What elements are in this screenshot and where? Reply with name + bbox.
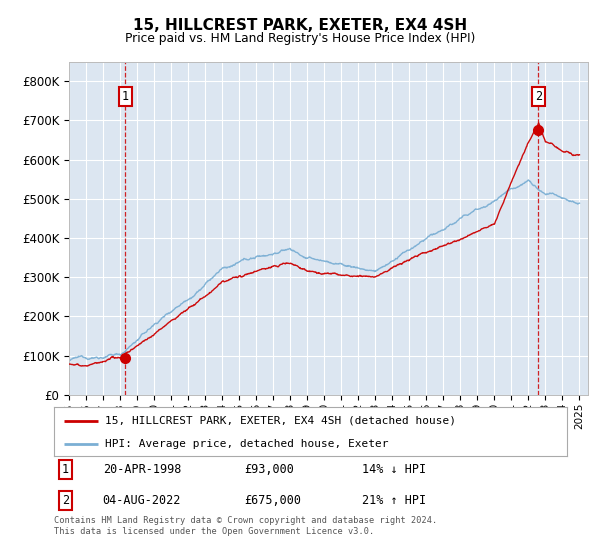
Text: Contains HM Land Registry data © Crown copyright and database right 2024.
This d: Contains HM Land Registry data © Crown c… [54, 516, 437, 536]
Text: 21% ↑ HPI: 21% ↑ HPI [362, 494, 426, 507]
Text: HPI: Average price, detached house, Exeter: HPI: Average price, detached house, Exet… [106, 439, 389, 449]
Text: 2: 2 [535, 90, 542, 104]
Text: £675,000: £675,000 [244, 494, 301, 507]
Text: 1: 1 [122, 90, 129, 104]
Text: 04-AUG-2022: 04-AUG-2022 [103, 494, 181, 507]
Text: 15, HILLCREST PARK, EXETER, EX4 4SH: 15, HILLCREST PARK, EXETER, EX4 4SH [133, 18, 467, 33]
Text: 2: 2 [62, 494, 69, 507]
Text: 15, HILLCREST PARK, EXETER, EX4 4SH (detached house): 15, HILLCREST PARK, EXETER, EX4 4SH (det… [106, 416, 457, 426]
Text: 14% ↓ HPI: 14% ↓ HPI [362, 463, 426, 476]
Text: £93,000: £93,000 [244, 463, 293, 476]
Text: 20-APR-1998: 20-APR-1998 [103, 463, 181, 476]
Text: Price paid vs. HM Land Registry's House Price Index (HPI): Price paid vs. HM Land Registry's House … [125, 32, 475, 45]
Text: 1: 1 [62, 463, 69, 476]
